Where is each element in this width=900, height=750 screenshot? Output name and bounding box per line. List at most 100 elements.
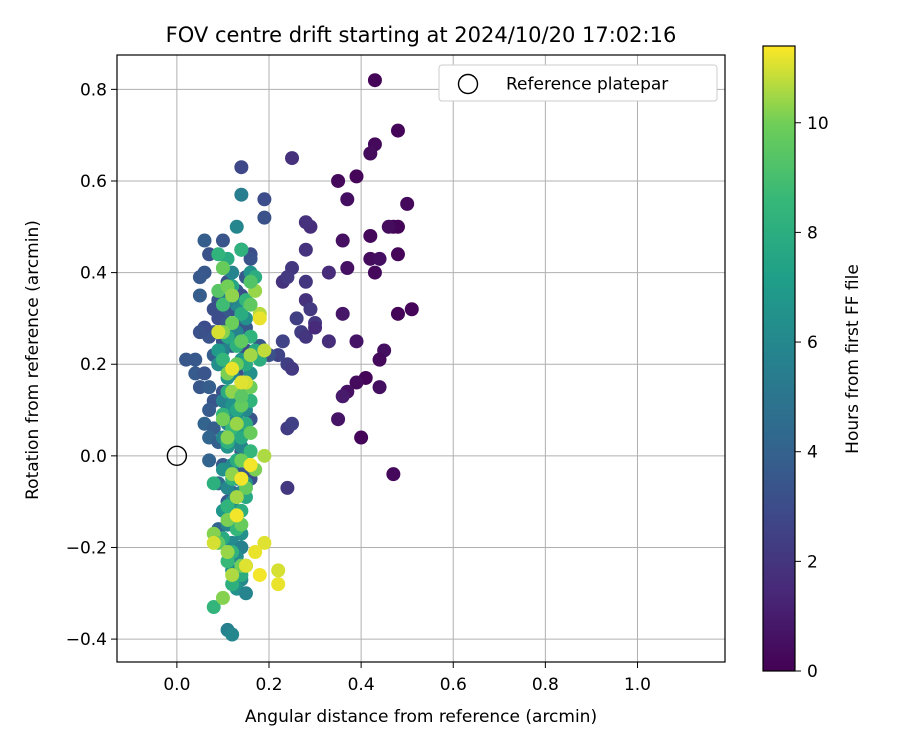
reference-platepar-marker [166, 445, 188, 467]
y-tick-label: 0.4 [80, 264, 107, 284]
data-point [349, 334, 364, 349]
data-point [363, 228, 378, 243]
data-point [280, 480, 295, 495]
data-point [349, 169, 364, 184]
colorbar-tick-label: 4 [807, 443, 818, 463]
colorbar-tick-label: 0 [807, 662, 818, 682]
data-point [202, 380, 217, 395]
data-point [372, 352, 387, 367]
x-tick-label: 0.4 [348, 675, 375, 695]
data-point [257, 535, 272, 550]
data-point [280, 270, 295, 285]
data-point [229, 219, 244, 234]
y-tick-label: 0.2 [80, 355, 107, 375]
data-point [289, 311, 304, 326]
data-point [234, 375, 249, 390]
colorbar-label: Hours from first FF file [843, 264, 863, 454]
data-point [202, 453, 217, 468]
data-point [206, 476, 221, 491]
data-point [372, 251, 387, 266]
colorbar-tick-label: 8 [807, 223, 818, 243]
data-point [248, 545, 263, 560]
data-point [349, 375, 364, 390]
x-tick-label: 0.0 [163, 675, 190, 695]
data-point [271, 563, 286, 578]
data-point [225, 288, 240, 303]
data-point [390, 247, 405, 262]
data-point [234, 306, 249, 321]
y-tick-label: −0.2 [66, 538, 107, 558]
data-point [257, 210, 272, 225]
data-point [257, 192, 272, 207]
data-point [225, 315, 240, 330]
data-point [367, 73, 382, 88]
data-point [192, 270, 207, 285]
y-tick-label: −0.4 [66, 630, 107, 650]
x-tick-label: 1.0 [624, 675, 651, 695]
data-point [243, 297, 258, 312]
data-point [211, 325, 226, 340]
data-point [275, 334, 290, 349]
colorbar-gradient [762, 45, 796, 672]
data-point [298, 242, 313, 257]
data-point [215, 590, 230, 605]
data-point [331, 412, 346, 427]
data-point [234, 334, 249, 349]
legend-label-reference-platepar: Reference platepar [506, 75, 668, 95]
data-point [321, 265, 336, 280]
data-point [354, 430, 369, 445]
data-point [321, 334, 336, 349]
data-point [298, 329, 313, 344]
data-point [243, 444, 258, 459]
y-tick-label: 0.6 [80, 172, 107, 192]
data-point [234, 242, 249, 257]
data-point [331, 173, 346, 188]
data-point [215, 261, 230, 276]
data-point [243, 251, 258, 266]
colorbar-tick-label: 6 [807, 333, 818, 353]
data-point [381, 219, 396, 234]
colorbar: 0 2 4 6 8 10 Hours from first FF file [762, 45, 863, 682]
data-point [243, 458, 258, 473]
data-point [220, 545, 235, 560]
data-point [335, 233, 350, 248]
data-point [285, 361, 300, 376]
x-tick-label: 0.8 [532, 675, 559, 695]
data-point [243, 348, 258, 363]
data-point [404, 302, 419, 317]
data-point [335, 306, 350, 321]
data-point [372, 380, 387, 395]
data-point [225, 567, 240, 582]
data-point [197, 366, 212, 381]
data-point [192, 288, 207, 303]
data-point [390, 123, 405, 138]
data-point [215, 233, 230, 248]
data-point [308, 320, 323, 335]
data-point [298, 274, 313, 289]
data-point [215, 297, 230, 312]
data-point [215, 412, 230, 427]
legend-marker-open-circle [457, 73, 479, 95]
data-point [243, 425, 258, 440]
data-point [229, 490, 244, 505]
colorbar-ticks: 0 2 4 6 8 10 [795, 114, 829, 682]
data-point [257, 343, 272, 358]
data-point [211, 247, 226, 262]
data-point [400, 196, 415, 211]
data-point [340, 261, 355, 276]
data-point [206, 600, 221, 615]
legend-box [438, 64, 718, 102]
data-point [271, 577, 286, 592]
data-point [215, 352, 230, 367]
data-point [220, 430, 235, 445]
plot-frame [116, 54, 726, 663]
x-axis-ticks: 0.0 0.2 0.4 0.6 0.8 1.0 [163, 662, 651, 695]
colorbar-tick-label: 2 [807, 552, 818, 572]
y-tick-label: 0.0 [80, 447, 107, 467]
data-point [234, 389, 249, 404]
legend: Reference platepar [438, 64, 718, 102]
data-point [367, 265, 382, 280]
data-point [340, 192, 355, 207]
chart-title: FOV centre drift starting at 2024/10/20 … [166, 23, 677, 47]
